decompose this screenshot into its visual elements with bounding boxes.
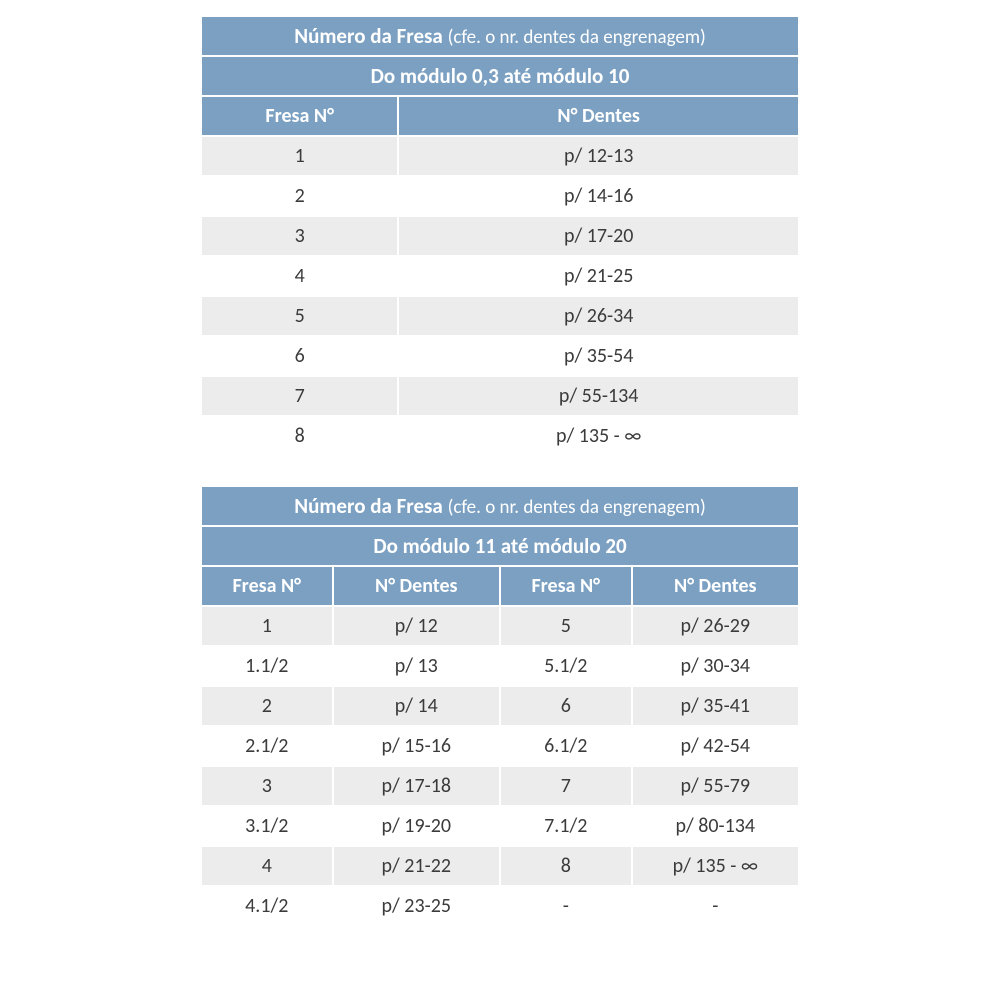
fresa-number: 5 [500,606,632,646]
fresa-number: 4 [201,846,333,886]
table1-title: Número da Fresa (cfe. o nr. dentes da en… [201,16,799,56]
table-row: 4 p/ 21-25 [201,256,799,296]
dentes-range: p/ 135 - ∞ [398,416,799,456]
fresa-number: 3 [201,766,333,806]
fresa-number: 5 [201,296,398,336]
table1-col2-header: N° Dentes [398,96,799,136]
table2-col2-header: N° Dentes [333,566,500,606]
fresa-number: 3 [201,216,398,256]
table-row: 3 p/ 17-20 [201,216,799,256]
table-row: 1 p/ 12-13 [201,136,799,176]
fresa-number: 1.1/2 [201,646,333,686]
dentes-range: p/ 12 [333,606,500,646]
table-row: 3 p/ 17-18 7 p/ 55-79 [201,766,799,806]
table2-col3-header: Fresa N° [500,566,632,606]
fresa-table-mod-0p3-10: Número da Fresa (cfe. o nr. dentes da en… [200,15,800,457]
table-row: 4 p/ 21-22 8 p/ 135 - ∞ [201,846,799,886]
dentes-range: p/ 14 [333,686,500,726]
fresa-number: 4 [201,256,398,296]
dentes-range: - [632,886,799,926]
table-row: 7 p/ 55-134 [201,376,799,416]
dentes-range: p/ 17-20 [398,216,799,256]
table-row: 3.1/2 p/ 19-20 7.1/2 p/ 80-134 [201,806,799,846]
fresa-number: 5.1/2 [500,646,632,686]
dentes-range: p/ 12-13 [398,136,799,176]
table2-subtitle: Do módulo 11 até módulo 20 [201,526,799,566]
dentes-range: p/ 35-54 [398,336,799,376]
dentes-range: p/ 15-16 [333,726,500,766]
fresa-number: 4.1/2 [201,886,333,926]
table2-title-bold: Número da Fresa [294,493,443,519]
dentes-range: p/ 26-29 [632,606,799,646]
fresa-number: 1 [201,606,333,646]
dentes-range: p/ 14-16 [398,176,799,216]
table1-title-bold: Número da Fresa [294,23,443,49]
table-row: 6 p/ 35-54 [201,336,799,376]
fresa-number: 6 [500,686,632,726]
table-row: 4.1/2 p/ 23-25 - - [201,886,799,926]
table1-subtitle: Do módulo 0,3 até módulo 10 [201,56,799,96]
dentes-range: p/ 26-34 [398,296,799,336]
dentes-range: p/ 135 - ∞ [632,846,799,886]
dentes-range: p/ 55-79 [632,766,799,806]
table2-title: Número da Fresa (cfe. o nr. dentes da en… [201,486,799,526]
fresa-number: 7 [201,376,398,416]
table-row: 8 p/ 135 - ∞ [201,416,799,456]
table2-title-light: (cfe. o nr. dentes da engrenagem) [448,496,706,519]
fresa-number: 6 [201,336,398,376]
table-row: 2.1/2 p/ 15-16 6.1/2 p/ 42-54 [201,726,799,766]
dentes-range: p/ 35-41 [632,686,799,726]
dentes-range: p/ 55-134 [398,376,799,416]
table-row: 1 p/ 12 5 p/ 26-29 [201,606,799,646]
fresa-number: 2 [201,176,398,216]
fresa-number: 2 [201,686,333,726]
dentes-range: p/ 13 [333,646,500,686]
fresa-number: 8 [201,416,398,456]
fresa-number: 8 [500,846,632,886]
dentes-range: p/ 17-18 [333,766,500,806]
table2-col1-header: Fresa N° [201,566,333,606]
table1-col1-header: Fresa N° [201,96,398,136]
fresa-number: 7.1/2 [500,806,632,846]
table1-title-light: (cfe. o nr. dentes da engrenagem) [448,26,706,49]
table-row: 2 p/ 14-16 [201,176,799,216]
dentes-range: p/ 19-20 [333,806,500,846]
dentes-range: p/ 80-134 [632,806,799,846]
table-row: 2 p/ 14 6 p/ 35-41 [201,686,799,726]
fresa-number: 6.1/2 [500,726,632,766]
fresa-number: - [500,886,632,926]
fresa-number: 3.1/2 [201,806,333,846]
dentes-range: p/ 21-22 [333,846,500,886]
table2-col4-header: N° Dentes [632,566,799,606]
dentes-range: p/ 42-54 [632,726,799,766]
fresa-table-mod-11-20: Número da Fresa (cfe. o nr. dentes da en… [200,485,800,927]
table-spacer [200,457,800,485]
dentes-range: p/ 30-34 [632,646,799,686]
table-row: 1.1/2 p/ 13 5.1/2 p/ 30-34 [201,646,799,686]
fresa-number: 2.1/2 [201,726,333,766]
fresa-number: 7 [500,766,632,806]
table-row: 5 p/ 26-34 [201,296,799,336]
dentes-range: p/ 21-25 [398,256,799,296]
dentes-range: p/ 23-25 [333,886,500,926]
fresa-number: 1 [201,136,398,176]
